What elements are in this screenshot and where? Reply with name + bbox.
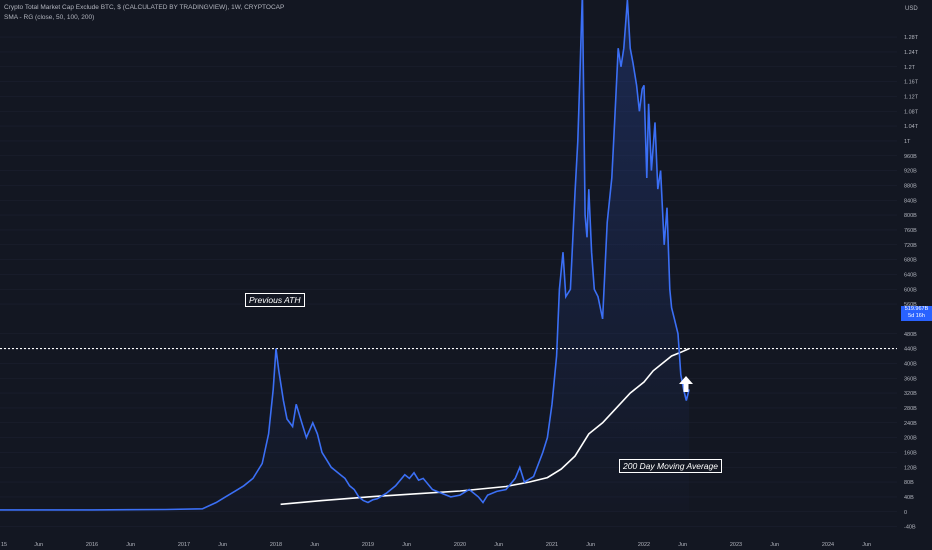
y-tick-label: 400B [904, 361, 917, 367]
y-tick-label: 1.16T [904, 80, 919, 86]
x-tick-label: 2018 [270, 542, 282, 548]
y-axis[interactable]: 1.28T 1.24T 1.2T 1.16T 1.12T 1.08T 1.04T 1T 960B… [904, 35, 919, 530]
y-tick-label: 360B [904, 376, 917, 382]
y-tick-label: 1.28T [904, 35, 919, 41]
y-tick-label: 280B [904, 406, 917, 412]
up-arrow-icon [679, 376, 693, 392]
y-tick-label: 800B [904, 213, 917, 219]
moving-average-line[interactable] [280, 347, 690, 506]
y-axis-unit-label: USD [905, 6, 918, 12]
y-tick-label: 200B [904, 436, 917, 442]
moving-average-annotation: 200 Day Moving Average [619, 459, 722, 473]
bar-countdown: 5d 16h [908, 313, 925, 319]
y-tick-label: 320B [904, 391, 917, 397]
y-tick-label: 40B [904, 495, 914, 501]
x-tick-label: 15 [1, 542, 7, 548]
indicator-legend[interactable]: SMA - RG (close, 50, 100, 200) [4, 14, 95, 21]
x-tick-label: Jun [862, 542, 871, 548]
x-tick-label: 2021 [546, 542, 558, 548]
y-tick-label: 0 [904, 510, 907, 516]
x-tick-label: Jun [310, 542, 319, 548]
y-tick-label: 560B [904, 302, 917, 308]
y-tick-label: 880B [904, 183, 917, 189]
y-tick-label: 480B [904, 332, 917, 338]
y-tick-label: 760B [904, 228, 917, 234]
chart-title: Crypto Total Market Cap Exclude BTC, $ (… [4, 4, 285, 11]
y-tick-label: 840B [904, 198, 917, 204]
y-tick-label: 440B [904, 347, 917, 353]
x-axis[interactable]: 15 Jun 2016 Jun 2017 Jun 2018 Jun 2019 Jun 2020 Jun… [1, 542, 871, 548]
x-tick-label: 2017 [178, 542, 190, 548]
x-tick-label: 2024 [822, 542, 834, 548]
x-tick-label: Jun [678, 542, 687, 548]
x-tick-label: Jun [218, 542, 227, 548]
y-tick-label: 160B [904, 450, 917, 456]
x-tick-label: 2016 [86, 542, 98, 548]
y-tick-label: 960B [904, 154, 917, 160]
y-tick-label: 600B [904, 287, 917, 293]
previous-ath-annotation: Previous ATH [245, 293, 305, 307]
last-price-tag: 519.967B 5d 16h [901, 306, 932, 321]
x-tick-label: Jun [586, 542, 595, 548]
y-tick-label: 1.24T [904, 50, 919, 56]
y-tick-label: 120B [904, 465, 917, 471]
x-tick-label: Jun [402, 542, 411, 548]
y-tick-label: 1.04T [904, 124, 919, 130]
y-tick-label: 640B [904, 272, 917, 278]
y-tick-label: 240B [904, 421, 917, 427]
x-tick-label: Jun [770, 542, 779, 548]
y-tick-label: 680B [904, 258, 917, 264]
grid-lines [0, 36, 897, 527]
y-tick-label: 1.08T [904, 109, 919, 115]
x-tick-label: 2019 [362, 542, 374, 548]
y-tick-label: 920B [904, 169, 917, 175]
y-tick-label: 1.2T [904, 65, 916, 71]
x-tick-label: Jun [494, 542, 503, 548]
x-tick-label: 2023 [730, 542, 742, 548]
x-tick-label: Jun [34, 542, 43, 548]
x-tick-label: Jun [126, 542, 135, 548]
x-tick-label: 2022 [638, 542, 650, 548]
y-tick-label: 1T [904, 139, 911, 145]
y-tick-label: 80B [904, 480, 914, 486]
price-line[interactable] [0, 0, 690, 511]
y-tick-label: -40B [904, 525, 916, 531]
y-tick-label: 1.12T [904, 94, 919, 100]
price-area-fill [0, 0, 690, 512]
last-price-value: 519.967B [904, 306, 929, 312]
x-tick-label: 2020 [454, 542, 466, 548]
y-tick-label: 720B [904, 243, 917, 249]
